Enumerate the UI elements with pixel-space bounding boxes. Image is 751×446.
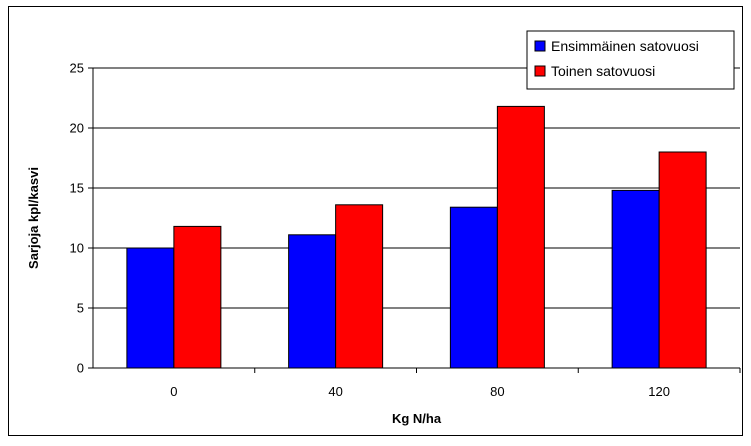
bar-second-year-120	[658, 151, 707, 369]
bar-first-year-0	[126, 247, 175, 369]
bar-first-year-80	[449, 206, 498, 369]
y-tick-label: 5	[77, 301, 84, 316]
bar-second-year-0	[173, 225, 222, 369]
x-tick-labels: 0 40 80 120	[170, 384, 670, 399]
legend-box	[526, 30, 735, 90]
bar-second-year-80	[496, 105, 545, 369]
legend-label: Toinen satovuosi	[551, 63, 655, 79]
bar-first-year-120	[611, 189, 660, 369]
legend-swatch	[534, 65, 546, 77]
bar-first-year-40	[288, 234, 337, 369]
x-tick-label: 40	[328, 384, 342, 399]
bar-second-year-40	[335, 204, 384, 369]
x-tick-label: 120	[648, 384, 670, 399]
y-tick-label: 15	[70, 181, 84, 196]
bars	[126, 105, 707, 369]
legend-swatch	[534, 40, 546, 52]
y-tick-labels: 0 5 10 15 20 25	[70, 61, 84, 376]
y-tick-label: 20	[70, 121, 84, 136]
axes	[88, 67, 741, 373]
legend-label: Ensimmäinen satovuosi	[551, 38, 699, 54]
x-tick-label: 80	[490, 384, 504, 399]
legend: Ensimmäinen satovuosi Toinen satovuosi	[526, 30, 735, 90]
y-tick-label: 25	[70, 61, 84, 76]
y-tick-label: 0	[77, 361, 84, 376]
x-tick-label: 0	[170, 384, 177, 399]
y-axis-title: Sarjoja kpl/kasvi	[26, 167, 41, 269]
x-axis-title: Kg N/ha	[392, 411, 442, 426]
y-tick-label: 10	[70, 241, 84, 256]
